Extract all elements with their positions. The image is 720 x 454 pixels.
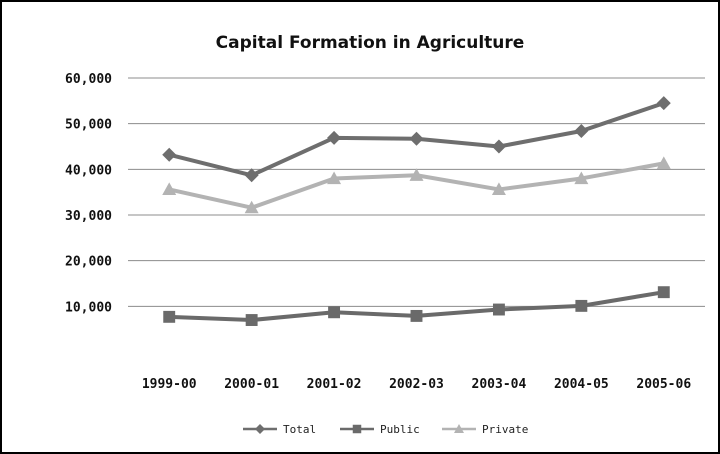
data-point	[244, 200, 259, 214]
data-point	[409, 168, 424, 181]
data-point	[491, 139, 506, 154]
legend-item-public: Public	[340, 423, 420, 436]
gridlines	[128, 77, 705, 307]
y-tick-label: 50,000	[65, 118, 112, 133]
data-point	[162, 147, 177, 162]
data-point	[409, 131, 424, 146]
series-private	[162, 156, 671, 214]
x-tick-label: 2005-06	[636, 377, 691, 392]
legend-label: Private	[482, 423, 528, 436]
data-point	[327, 171, 342, 185]
x-tick-label: 2002-03	[389, 377, 444, 392]
data-point	[327, 130, 342, 145]
data-point	[574, 123, 589, 138]
x-tick-label: 1999-00	[142, 377, 197, 392]
data-point	[328, 306, 341, 319]
data-point	[492, 303, 505, 316]
data-point	[491, 182, 506, 196]
series-public	[163, 286, 670, 326]
legend-item-private: Private	[442, 423, 528, 436]
data-point	[245, 314, 258, 326]
legend-label: Public	[380, 423, 420, 436]
data-point	[410, 309, 423, 322]
x-axis-ticks: 1999-00 2000-01 2001-02 2002-03 2003-04 2004-…	[142, 377, 692, 392]
data-point	[575, 299, 588, 312]
y-tick-label: 10,000	[65, 300, 112, 315]
y-tick-label: 40,000	[65, 163, 112, 178]
legend-item-total: Total	[243, 423, 316, 436]
data-point	[352, 424, 362, 434]
data-point	[657, 286, 670, 299]
series-total	[162, 96, 671, 183]
data-point	[244, 168, 259, 183]
data-point	[656, 156, 671, 169]
data-point	[656, 96, 671, 111]
y-tick-label: 30,000	[65, 209, 112, 224]
y-axis-ticks: 10,000 20,000 30,000 40,000 50,000 60,000	[65, 72, 112, 315]
data-point	[454, 424, 464, 433]
data-point	[163, 310, 176, 323]
data-point	[162, 182, 177, 196]
legend-label: Total	[283, 423, 316, 436]
x-tick-label: 2000-01	[224, 377, 279, 392]
series-layer	[162, 96, 671, 326]
y-tick-label: 20,000	[65, 255, 112, 270]
data-point	[255, 424, 265, 434]
x-tick-label: 2004-05	[554, 377, 609, 392]
y-tick-label: 60,000	[65, 72, 112, 87]
chart-title: Capital Formation in Agriculture	[216, 33, 525, 53]
legend: Total Public Private	[243, 423, 528, 436]
x-tick-label: 2001-02	[307, 377, 362, 392]
data-point	[574, 171, 589, 185]
x-tick-label: 2003-04	[472, 377, 527, 392]
